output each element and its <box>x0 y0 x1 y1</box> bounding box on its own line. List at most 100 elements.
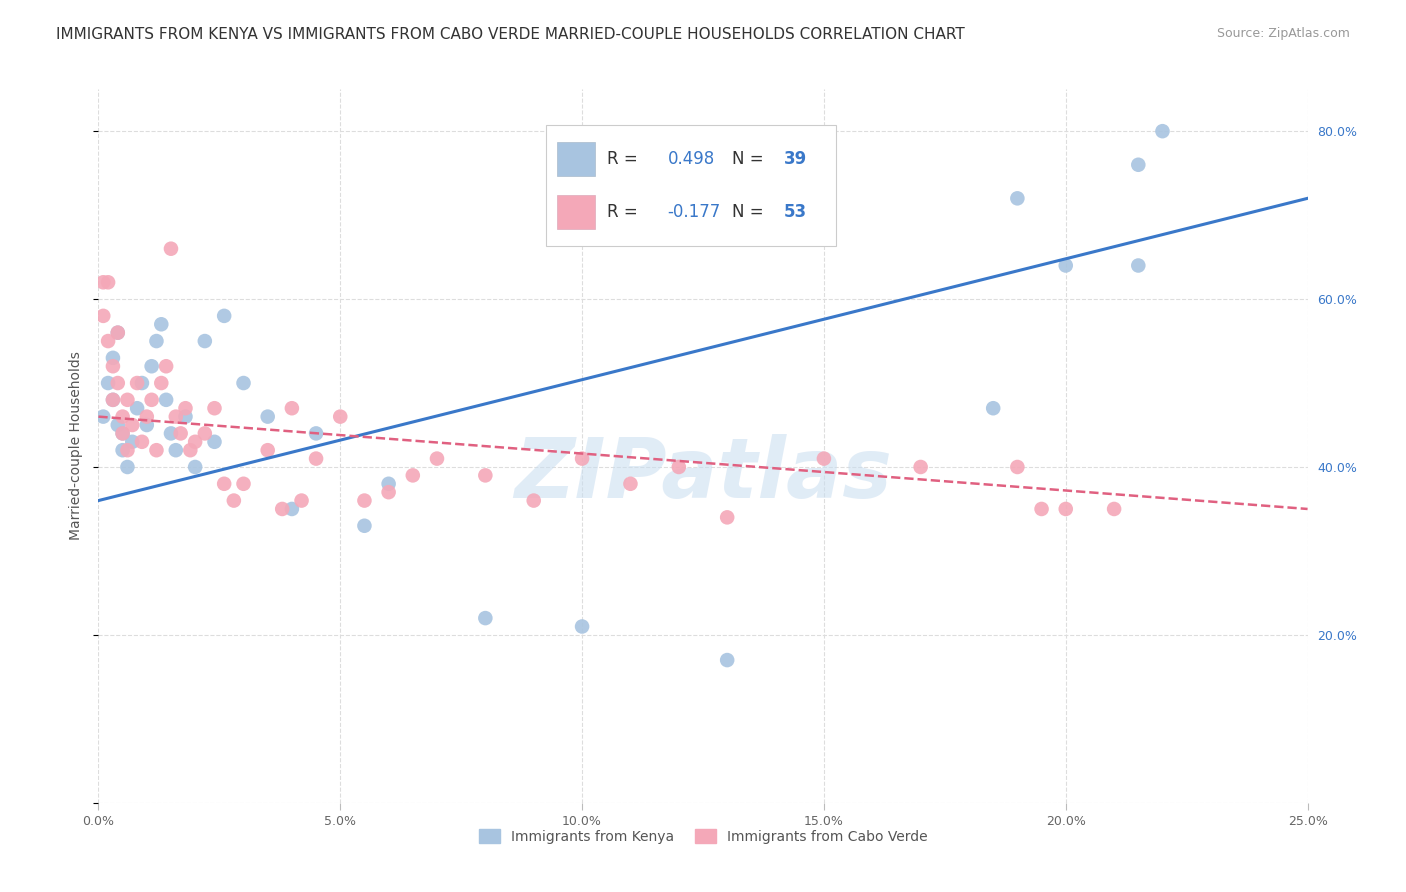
Text: N =: N = <box>731 203 769 221</box>
Point <box>160 426 183 441</box>
Point <box>117 460 139 475</box>
Point <box>281 502 304 516</box>
Point <box>426 451 449 466</box>
Point <box>204 434 226 449</box>
Text: IMMIGRANTS FROM KENYA VS IMMIGRANTS FROM CABO VERDE MARRIED-COUPLE HOUSEHOLDS CO: IMMIGRANTS FROM KENYA VS IMMIGRANTS FROM… <box>56 27 965 42</box>
Point <box>329 409 352 424</box>
Point <box>141 392 163 407</box>
Point <box>127 401 149 416</box>
Point <box>222 493 245 508</box>
Point <box>169 426 191 441</box>
Point <box>523 493 546 508</box>
Point <box>571 451 593 466</box>
Point <box>127 376 149 390</box>
Legend: Immigrants from Kenya, Immigrants from Cabo Verde: Immigrants from Kenya, Immigrants from C… <box>474 823 932 849</box>
Point <box>155 359 177 374</box>
Point <box>212 476 235 491</box>
Y-axis label: Married-couple Households: Married-couple Households <box>69 351 83 541</box>
Point <box>377 476 399 491</box>
Point <box>619 476 641 491</box>
Point <box>135 409 157 424</box>
Point <box>165 443 187 458</box>
Point <box>131 376 153 390</box>
Bar <box>557 195 595 229</box>
Point <box>135 417 157 432</box>
Point <box>97 376 120 390</box>
Point <box>107 326 129 340</box>
Point <box>179 443 201 458</box>
Point <box>353 518 375 533</box>
Point <box>271 502 294 516</box>
Point <box>145 443 167 458</box>
Point <box>813 451 835 466</box>
Point <box>121 417 143 432</box>
Point <box>121 434 143 449</box>
Point <box>91 409 114 424</box>
Point <box>353 493 375 508</box>
Text: 53: 53 <box>783 203 807 221</box>
Point <box>111 443 134 458</box>
Point <box>716 653 738 667</box>
Text: ZIPatlas: ZIPatlas <box>515 434 891 515</box>
Point <box>256 409 278 424</box>
Point <box>204 401 226 416</box>
Point <box>165 409 187 424</box>
Text: R =: R = <box>607 203 643 221</box>
Point <box>256 443 278 458</box>
Point <box>474 468 496 483</box>
Point <box>141 359 163 374</box>
Point <box>101 392 124 407</box>
Point <box>1128 158 1150 172</box>
Point <box>111 426 134 441</box>
Point <box>174 401 197 416</box>
Point <box>155 392 177 407</box>
FancyBboxPatch shape <box>546 125 837 246</box>
Point <box>160 242 183 256</box>
Text: 0.498: 0.498 <box>668 150 714 168</box>
Point <box>101 359 124 374</box>
Point <box>402 468 425 483</box>
Text: N =: N = <box>731 150 769 168</box>
Point <box>91 275 114 289</box>
Point <box>174 409 197 424</box>
Point <box>107 326 129 340</box>
Point <box>145 334 167 348</box>
Text: R =: R = <box>607 150 643 168</box>
Point <box>1102 502 1125 516</box>
Point <box>716 510 738 524</box>
Point <box>107 376 129 390</box>
Point <box>194 334 217 348</box>
Point <box>1007 460 1029 475</box>
Point <box>910 460 932 475</box>
Bar <box>557 142 595 176</box>
Point <box>1054 259 1077 273</box>
Point <box>1031 502 1053 516</box>
Point <box>131 434 153 449</box>
Point <box>981 401 1004 416</box>
Point <box>111 426 134 441</box>
Point <box>281 401 304 416</box>
Point <box>184 434 207 449</box>
Point <box>1007 191 1029 205</box>
Point <box>184 460 207 475</box>
Point <box>668 460 690 475</box>
Point <box>232 376 254 390</box>
Point <box>117 392 139 407</box>
Point <box>107 417 129 432</box>
Point <box>194 426 217 441</box>
Point <box>117 443 139 458</box>
Point <box>377 485 399 500</box>
Point <box>91 309 114 323</box>
Point <box>1054 502 1077 516</box>
Point <box>101 351 124 365</box>
Point <box>111 409 134 424</box>
Point <box>474 611 496 625</box>
Text: -0.177: -0.177 <box>668 203 721 221</box>
Point <box>305 451 328 466</box>
Text: 39: 39 <box>783 150 807 168</box>
Point <box>1152 124 1174 138</box>
Point <box>97 334 120 348</box>
Point <box>232 476 254 491</box>
Point <box>305 426 328 441</box>
Point <box>150 318 173 332</box>
